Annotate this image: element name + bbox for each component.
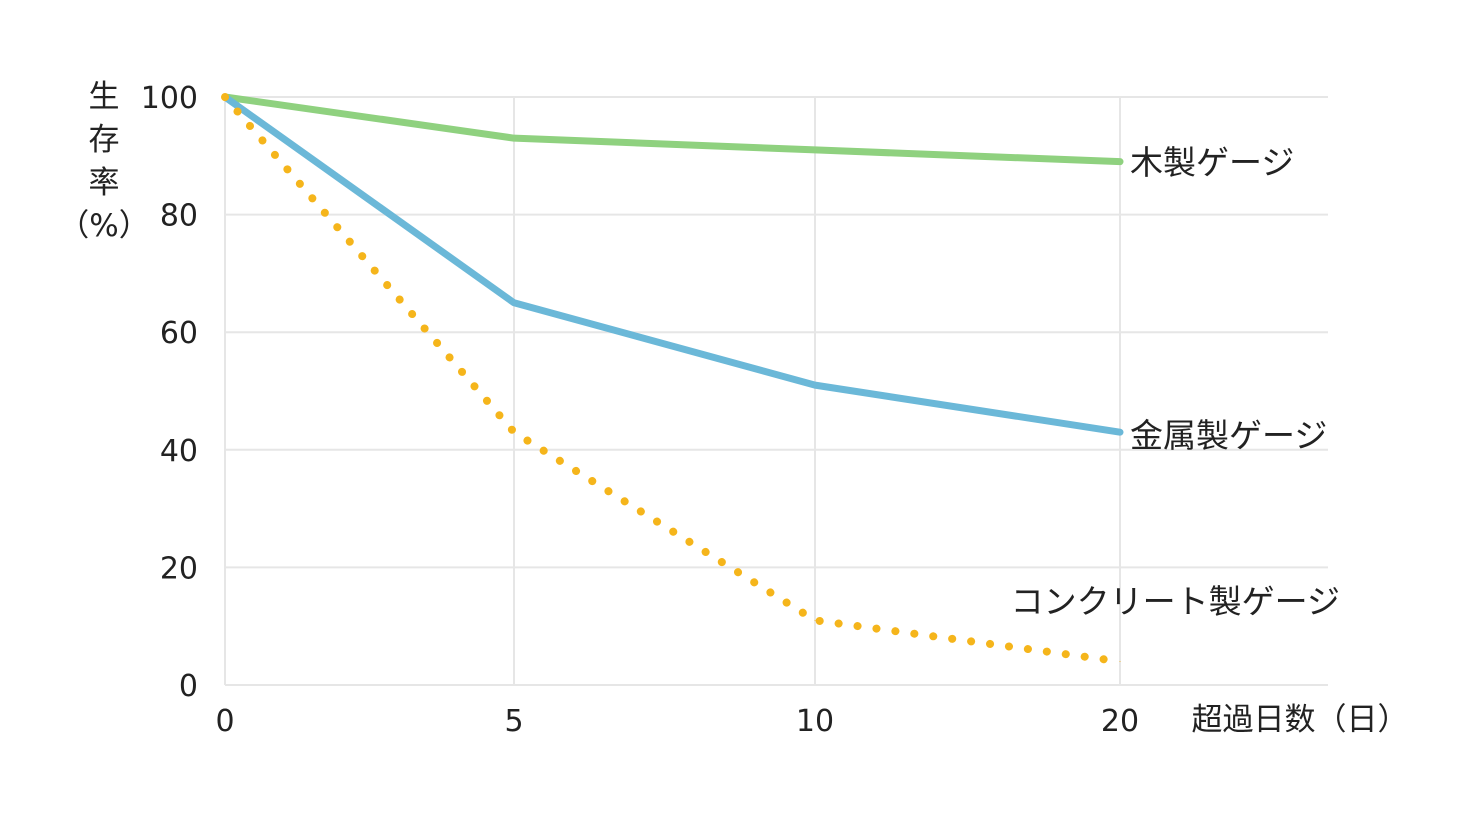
series-lines (221, 93, 1124, 666)
y-axis-title-line-3: 率 (89, 165, 120, 201)
x-axis-title: 超過日数（日） (1192, 702, 1409, 738)
series-line (221, 93, 1124, 666)
y-axis-title-line-4: （%） (58, 208, 149, 244)
y-tick-label: 20 (160, 551, 198, 586)
series-line (221, 93, 1124, 436)
y-axis-title-line-2: 存 (89, 122, 120, 158)
series-point (814, 149, 816, 151)
series-point (513, 137, 515, 139)
series-line (221, 93, 1124, 166)
grid-lines (224, 96, 1328, 686)
x-tick-label: 20 (1101, 704, 1139, 739)
y-tick-labels: 0 20 40 60 80 100 (141, 81, 198, 704)
x-tick-labels: 0 5 10 20 (215, 704, 1139, 739)
y-tick-label: 100 (141, 81, 198, 116)
series-label: コンクリート製ゲージ (1011, 582, 1340, 621)
x-tick-label: 0 (215, 704, 234, 739)
series-point (224, 96, 226, 98)
series-point (1119, 431, 1121, 433)
series-point (1119, 660, 1121, 662)
series-label: 金属製ゲージ (1130, 416, 1327, 455)
series-point (814, 384, 816, 386)
x-tick-label: 5 (504, 704, 523, 739)
series-point (513, 431, 515, 433)
y-tick-label: 40 (160, 434, 198, 469)
y-tick-label: 80 (160, 199, 198, 234)
series-point (513, 302, 515, 304)
y-tick-label: 0 (179, 669, 198, 704)
series-label: 木製ゲージ (1130, 143, 1294, 182)
series-point (1119, 161, 1121, 163)
series-point (814, 619, 816, 621)
y-tick-label: 60 (160, 316, 198, 351)
y-axis-title-line-1: 生 (89, 79, 120, 115)
x-tick-label: 10 (796, 704, 834, 739)
